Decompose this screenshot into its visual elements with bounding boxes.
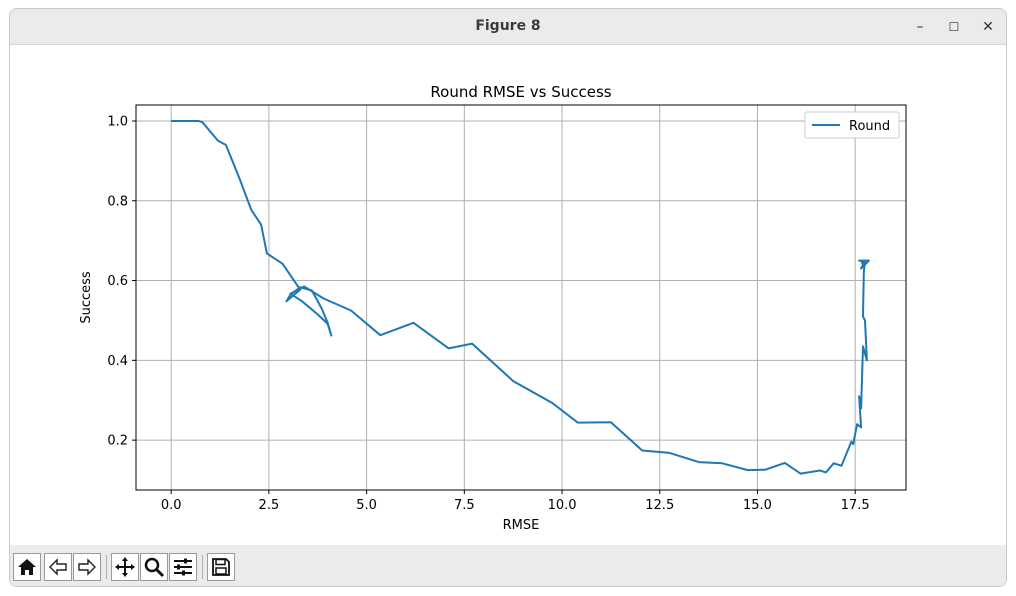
window-title: Figure 8 (475, 18, 541, 34)
legend: Round (804, 111, 900, 139)
close-icon: ✕ (982, 19, 994, 35)
y-tick-label: 0.8 (107, 194, 128, 209)
pan-icon (115, 557, 135, 577)
pan-button[interactable] (111, 553, 139, 581)
toolbar-separator (106, 555, 107, 579)
chart-title: Round RMSE vs Success (430, 83, 611, 101)
x-tick-label: 12.5 (645, 498, 674, 513)
x-tick-label: 17.5 (841, 498, 870, 513)
zoom-button[interactable] (140, 553, 168, 581)
maximize-icon: ☐ (948, 20, 960, 34)
x-tick-label: 2.5 (259, 498, 280, 513)
series-lines (171, 120, 870, 475)
y-axis-label: Success (79, 271, 94, 324)
series-line-round (171, 120, 870, 475)
x-tick-label: 10.0 (548, 498, 577, 513)
back-arrow-icon (49, 558, 67, 576)
y-tick-label: 0.6 (107, 274, 128, 289)
minimize-icon: – (916, 19, 924, 35)
toolbar-separator (202, 555, 203, 579)
save-icon (212, 558, 230, 576)
back-button[interactable] (44, 553, 72, 581)
maximize-button[interactable]: ☐ (942, 15, 966, 39)
home-button[interactable] (13, 553, 41, 581)
x-tick-label: 7.5 (454, 498, 475, 513)
save-button[interactable] (207, 553, 235, 581)
title-bar: Figure 8 – ☐ ✕ (10, 9, 1006, 45)
grid (136, 105, 906, 490)
axis-ticks: 0.0 2.5 5.0 7.5 10.0 12.5 15.0 17.5 0.2 0.4 0.6 0.8… (107, 114, 869, 513)
zoom-icon (144, 557, 165, 578)
x-tick-label: 15.0 (743, 498, 772, 513)
configure-subplots-button[interactable] (169, 553, 197, 581)
navigation-toolbar (10, 545, 1006, 586)
legend-label-round: Round (849, 119, 890, 134)
configure-subplots-icon (174, 558, 192, 576)
y-tick-label: 0.2 (107, 434, 128, 449)
x-axis-label: RMSE (503, 518, 540, 533)
forward-button[interactable] (73, 553, 101, 581)
y-tick-label: 1.0 (107, 114, 128, 129)
legend-box (804, 111, 900, 139)
x-tick-label: 5.0 (356, 498, 377, 513)
close-button[interactable]: ✕ (976, 15, 1000, 39)
forward-arrow-icon (78, 558, 96, 576)
minimize-button[interactable]: – (908, 15, 932, 39)
x-tick-label: 0.0 (161, 498, 182, 513)
figure-window: Figure 8 – ☐ ✕ 0.0 2.5 5.0 7.5 10.0 12.5 15.0 1… (9, 8, 1007, 587)
axes-frame (135, 104, 907, 491)
plot-canvas[interactable]: 0.0 2.5 5.0 7.5 10.0 12.5 15.0 17.5 0.2 0.4 0.6 0.8… (10, 45, 1006, 545)
chart-svg: 0.0 2.5 5.0 7.5 10.0 12.5 15.0 17.5 0.2 0.4 0.6 0.8… (79, 83, 907, 533)
home-icon (18, 559, 36, 575)
y-tick-label: 0.4 (107, 354, 128, 369)
